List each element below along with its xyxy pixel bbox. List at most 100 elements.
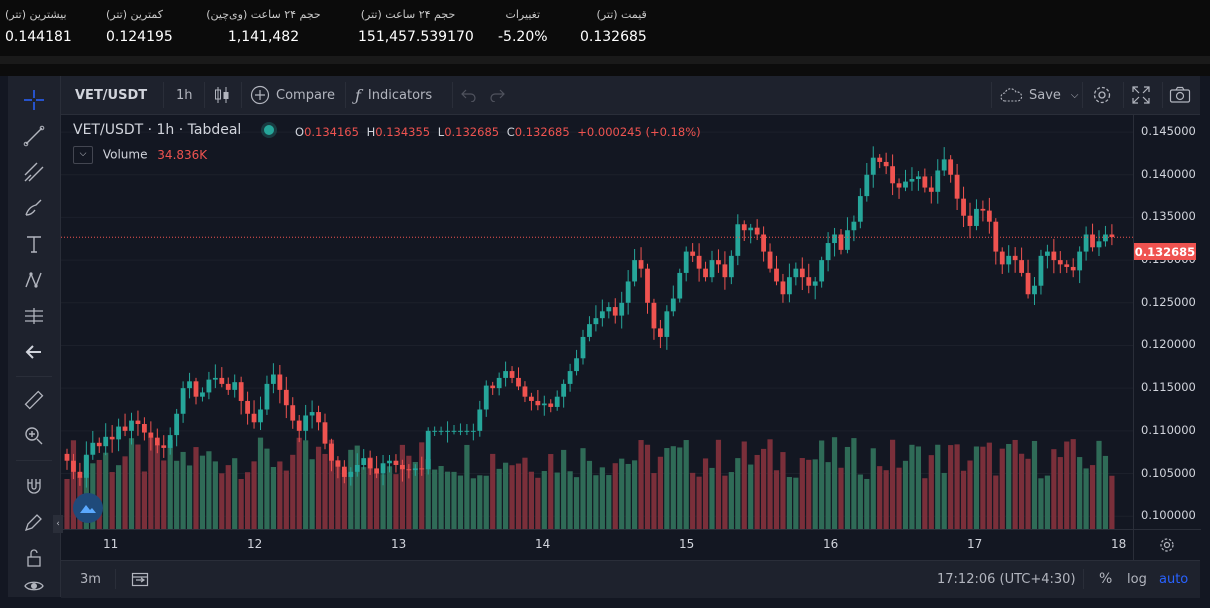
settings-button[interactable]	[1092, 76, 1112, 114]
redo-button[interactable]	[489, 76, 505, 114]
axis-settings-button[interactable]	[1133, 529, 1201, 560]
divider	[115, 569, 116, 589]
time-tick-label: 12	[247, 537, 263, 551]
trend-line-tool-button[interactable]	[20, 122, 48, 150]
candle-body	[799, 268, 805, 278]
candle-body	[948, 159, 954, 175]
symbol-search-button[interactable]: VET/USDT	[75, 87, 148, 103]
drawing-mode-button[interactable]	[20, 508, 48, 536]
volume-bar	[632, 460, 638, 529]
visibility-button[interactable]	[20, 576, 48, 596]
fib-tool-button[interactable]	[20, 158, 48, 186]
candle-body	[367, 458, 373, 469]
compare-label: Compare	[276, 87, 335, 103]
crosshair-tool-button[interactable]	[20, 86, 48, 114]
volume-bar	[457, 475, 464, 529]
volume-bar	[896, 467, 902, 529]
collapse-toolbar-button[interactable]: ‹	[53, 515, 63, 533]
price-axis[interactable]	[1133, 115, 1201, 529]
volume-bar	[109, 472, 115, 529]
candle-body	[541, 403, 547, 406]
log-toggle[interactable]: log	[1127, 571, 1147, 587]
clock-time[interactable]: 17:12:06 (UTC+4:30)	[937, 571, 1076, 587]
volume-bar	[851, 438, 857, 529]
lock-button[interactable]	[20, 544, 48, 572]
time-axis[interactable]	[61, 529, 1133, 560]
chart-type-button[interactable]	[213, 76, 231, 114]
zoom-tool-button[interactable]	[20, 422, 48, 450]
candle-body	[645, 268, 650, 303]
candle-body	[554, 396, 560, 407]
snapshot-button[interactable]	[1169, 76, 1191, 114]
candle-body	[1045, 251, 1050, 256]
candle-body	[154, 437, 160, 446]
volume-bar	[902, 460, 909, 529]
range-button-3m[interactable]: 3m	[80, 571, 101, 587]
save-button[interactable]: Save ⌵	[999, 76, 1079, 114]
undo-icon	[461, 89, 476, 102]
indicators-button[interactable]: ƒ Indicators	[355, 76, 432, 114]
volume-bar	[748, 464, 754, 529]
volume-bar	[1083, 468, 1089, 529]
candle-body	[1096, 241, 1102, 248]
volume-bar	[580, 448, 586, 529]
legend-title: VET/USDT · 1h · Tabdeal	[73, 122, 242, 138]
ruler-tool-button[interactable]	[20, 386, 48, 414]
candle-body	[96, 442, 102, 447]
price-chart-pane[interactable]	[61, 115, 1133, 529]
volume-bar	[1102, 455, 1109, 529]
candle-body	[412, 468, 418, 471]
interval-button[interactable]: 1h	[176, 87, 193, 103]
volume-bar	[135, 444, 141, 529]
volume-bar	[277, 461, 283, 529]
measure-tool-button[interactable]	[20, 302, 48, 330]
candlestick-chart[interactable]	[61, 115, 1133, 529]
change-value: +0.000245 (+0.18%)	[577, 125, 701, 139]
volume-bar	[503, 462, 509, 529]
divider	[16, 460, 52, 461]
stat-value: 1,141,482	[227, 29, 300, 45]
volume-bar	[780, 452, 786, 529]
volume-bar	[657, 456, 663, 529]
candle-body	[129, 420, 134, 431]
pattern-tool-button[interactable]	[20, 266, 48, 294]
volume-bar	[690, 472, 696, 529]
fullscreen-button[interactable]	[1131, 76, 1151, 114]
volume-bar	[1025, 458, 1031, 529]
volume-bar	[167, 440, 173, 529]
price-tick-label: 0.145000	[1141, 124, 1196, 139]
stat-value: 0.132685	[580, 29, 647, 45]
volume-bar	[425, 459, 431, 529]
percent-toggle[interactable]: %	[1099, 571, 1113, 587]
goto-date-button[interactable]	[131, 561, 149, 597]
magnet-button[interactable]	[20, 472, 48, 500]
volume-bar	[806, 459, 812, 529]
low-key: L	[437, 125, 445, 139]
volume-bar	[960, 470, 967, 529]
volume-bar	[335, 459, 341, 529]
volume-bar	[877, 466, 883, 529]
candle-body	[161, 445, 167, 448]
text-tool-button[interactable]	[20, 230, 48, 258]
candle-body	[890, 166, 895, 184]
divider	[1123, 82, 1124, 108]
candle-body	[561, 383, 567, 397]
candle-body	[722, 264, 728, 278]
auto-toggle[interactable]: auto	[1159, 571, 1189, 587]
volume-bar	[70, 440, 77, 529]
back-button[interactable]	[20, 338, 48, 366]
divider	[0, 64, 1210, 76]
candle-body	[606, 307, 612, 312]
volume-bar	[561, 449, 567, 529]
volume-bar	[915, 446, 921, 529]
volume-bar	[141, 471, 147, 529]
volume-bar	[1109, 475, 1115, 529]
candle-body	[77, 471, 83, 478]
camera-icon	[1169, 86, 1191, 103]
candle-body	[271, 374, 276, 384]
undo-button[interactable]	[461, 76, 477, 114]
brush-tool-button[interactable]	[20, 194, 48, 222]
pencil-lock-icon	[24, 514, 42, 532]
volume-collapse-button[interactable]: ⌵	[73, 146, 93, 164]
compare-button[interactable]: Compare	[250, 76, 335, 114]
